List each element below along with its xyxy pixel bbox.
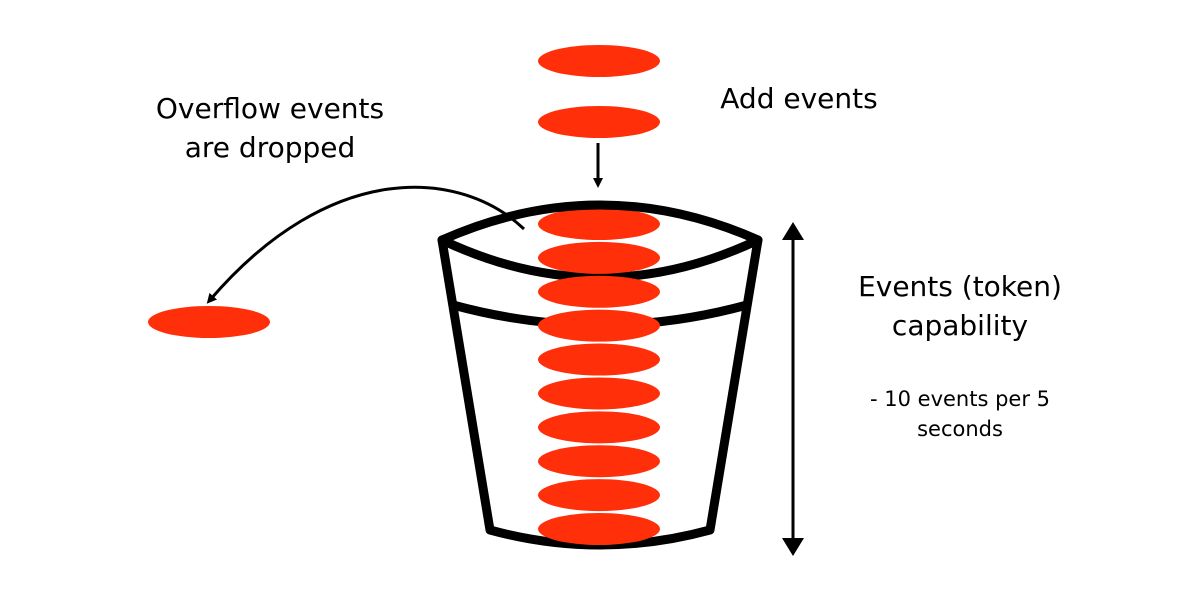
incoming-token <box>538 106 660 138</box>
dropped-tokens <box>148 306 270 338</box>
dropped-token <box>148 306 270 338</box>
bucket-token <box>538 479 660 512</box>
overflow-label-line2: are dropped <box>184 130 356 164</box>
bucket-token <box>538 411 660 444</box>
capacity-arrow-bottom-head <box>782 538 804 556</box>
capacity-label-line2: capability <box>891 308 1029 342</box>
add-events-text: Add events <box>720 82 878 115</box>
add-events-label: Add events <box>694 80 904 119</box>
capacity-note-line1: - 10 events per 5 <box>870 387 1050 411</box>
bucket-tokens <box>538 208 660 545</box>
bucket-body <box>437 239 763 550</box>
bucket-token <box>538 343 660 376</box>
capacity-label-line1: Events (token) <box>858 270 1062 303</box>
bucket-token <box>538 513 660 545</box>
capacity-arrow-top-head <box>782 222 804 240</box>
overflow-label: Overflow events are dropped <box>130 90 410 167</box>
overflow-arrow <box>206 185 526 304</box>
capacity-label: Events (token) capability <box>830 268 1090 345</box>
overflow-label-line1: Overflow events <box>155 92 385 125</box>
incoming-token <box>538 45 660 77</box>
capacity-note-line2: seconds <box>917 417 1003 442</box>
bucket-token <box>538 208 660 240</box>
bucket-token <box>538 377 660 410</box>
capacity-note: - 10 events per 5 seconds <box>840 384 1080 445</box>
incoming-tokens <box>538 45 660 138</box>
bucket-token <box>538 309 660 342</box>
capacity-arrow <box>782 222 804 556</box>
bucket-token <box>538 275 660 308</box>
bucket-rim-back <box>437 200 763 245</box>
bucket-token <box>538 241 660 274</box>
bucket-token <box>538 445 660 478</box>
